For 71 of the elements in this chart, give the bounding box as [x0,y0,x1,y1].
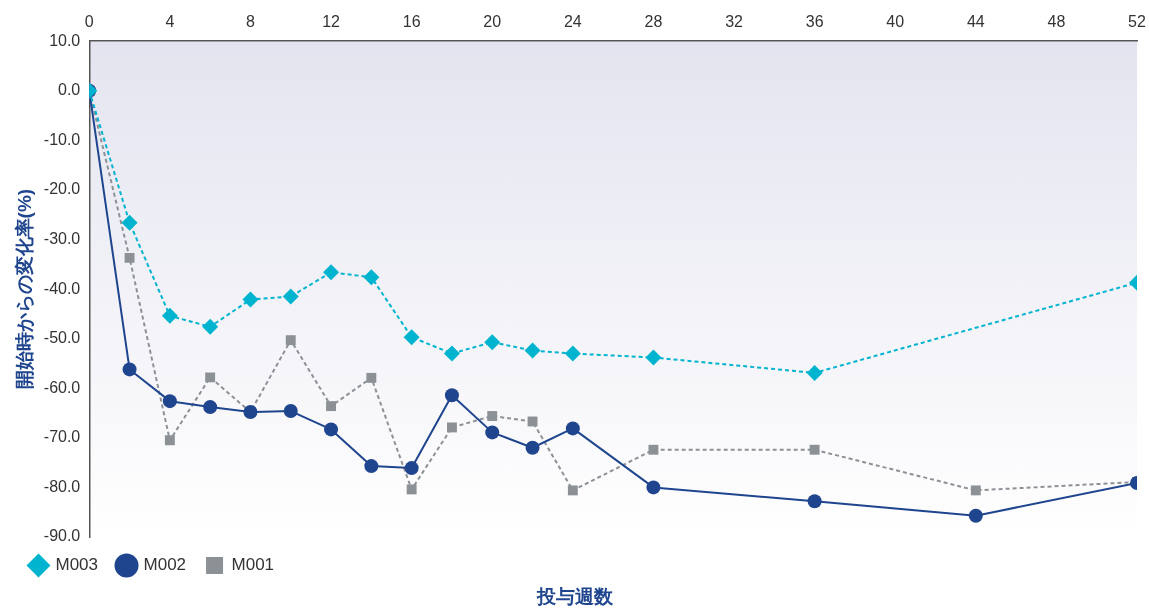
point [403,329,420,346]
x-tick-label: 24 [563,13,582,31]
point [968,508,983,523]
point [161,307,178,324]
point [806,364,823,381]
point [364,459,379,474]
legend-label: M001 [231,555,275,575]
point [283,404,298,419]
point [121,214,138,231]
y-tick-label: -10.0 [43,130,81,148]
x-tick-label: 0 [84,13,94,31]
y-tick-label: -40.0 [43,279,81,297]
point [447,422,457,433]
x-tick-label: 40 [886,13,905,31]
point [485,425,500,440]
point [525,440,540,455]
y-tick-label: -90.0 [43,527,81,545]
point [648,444,659,455]
point [242,291,259,308]
y-tick-label: 10.0 [49,31,81,49]
point [970,485,981,496]
point [363,269,380,286]
x-tick-label: 44 [966,13,985,31]
point [807,494,822,509]
legend-label: M002 [143,555,187,575]
point [487,411,498,421]
point [404,461,419,476]
legend-label: M003 [55,555,99,575]
point [324,422,339,437]
point [567,485,578,496]
point [326,401,336,412]
x-axis-title: 投与週数 [535,584,614,609]
point [282,288,299,305]
x-tick-label: 48 [1047,13,1066,31]
x-tick-label: 36 [805,13,824,31]
point [202,318,219,335]
point [809,444,820,455]
point [443,345,460,362]
x-tick-label: 8 [246,13,256,31]
point [565,421,580,436]
point [323,264,340,281]
point [524,342,541,359]
x-tick-label: 52 [1128,13,1146,31]
x-tick-label: 28 [644,13,663,31]
y-tick-label: -70.0 [43,428,81,446]
point [645,349,662,366]
point [122,362,137,377]
y-tick-label: -50.0 [43,329,81,347]
y-tick-label: -20.0 [43,180,81,198]
point [564,345,581,362]
point [484,334,501,351]
point [203,400,218,415]
point [164,435,175,446]
x-tick-label: 20 [483,13,502,31]
y-tick-label: -60.0 [43,378,81,396]
y-axis-title: 開始時からの変化率(%) [13,188,35,390]
x-tick-label: 12 [322,13,341,31]
x-tick-label: 16 [402,13,421,31]
point [366,372,377,383]
y-tick-label: -30.0 [43,229,81,247]
point [406,484,417,495]
y-tick-label: 0.0 [58,81,81,99]
point [646,480,661,495]
x-tick-label: 4 [165,13,175,31]
point [205,372,216,383]
point [285,335,296,346]
x-tick-label: 32 [725,13,744,31]
y-tick-label: -80.0 [43,477,81,495]
point [162,394,177,409]
point [124,252,135,263]
point [444,388,459,403]
